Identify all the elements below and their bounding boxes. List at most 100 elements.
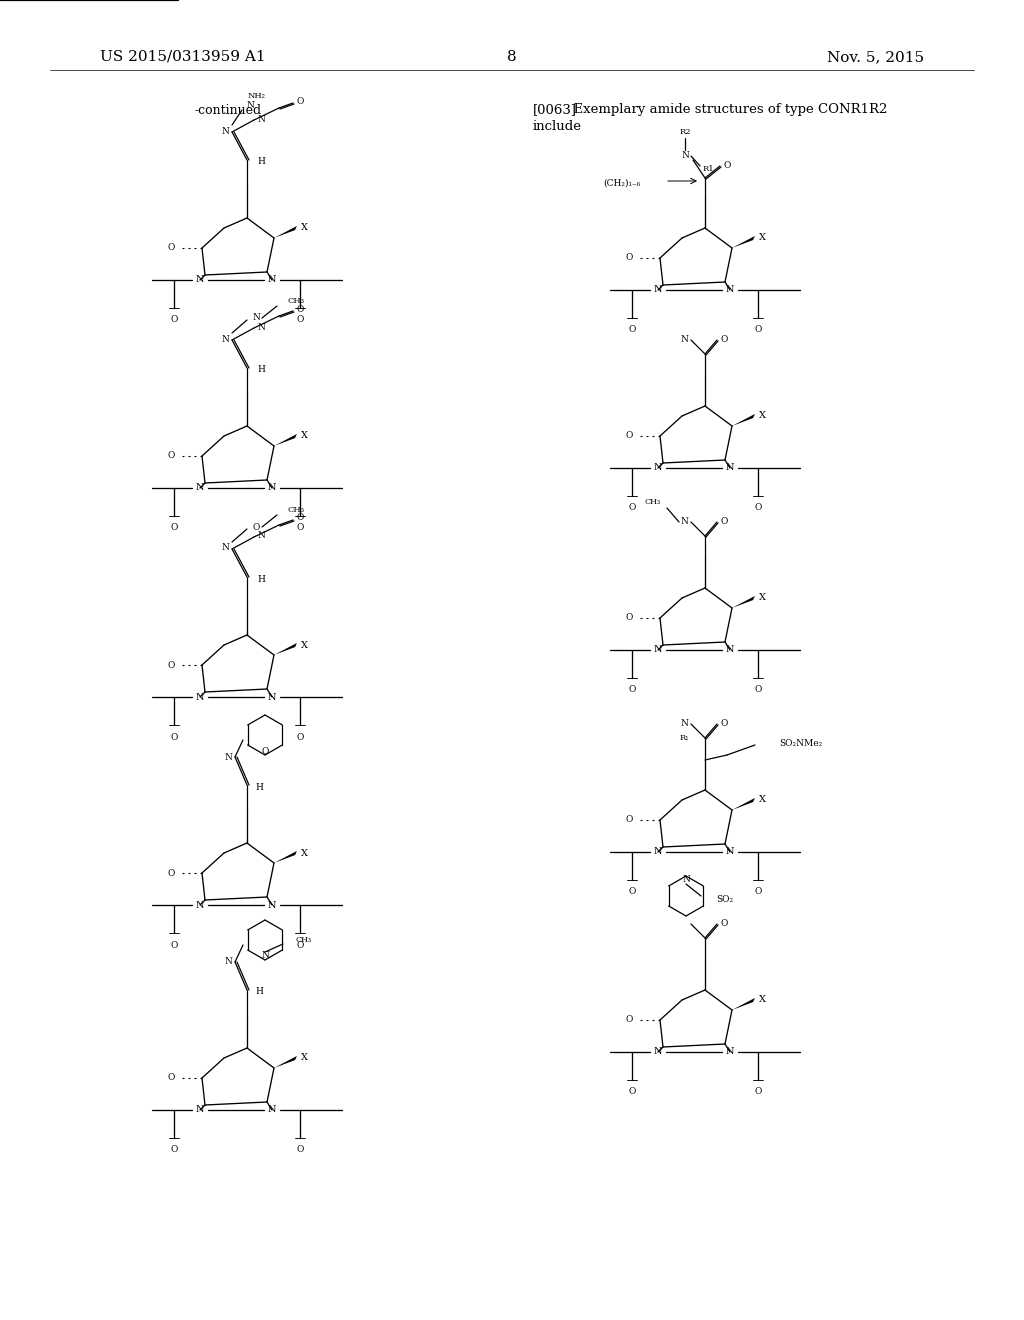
Text: N: N <box>726 645 734 655</box>
Text: N: N <box>267 900 276 909</box>
Text: N: N <box>682 875 690 884</box>
Text: [0063]: [0063] <box>534 103 577 116</box>
Text: N: N <box>726 463 734 473</box>
Text: N: N <box>196 1106 204 1114</box>
Text: 8: 8 <box>507 50 517 63</box>
Text: O: O <box>167 869 175 878</box>
Text: N: N <box>196 483 204 492</box>
Text: N: N <box>653 285 663 294</box>
Text: O: O <box>755 1088 762 1097</box>
Text: R₁: R₁ <box>679 734 689 742</box>
Text: X: X <box>759 995 766 1005</box>
Text: R2: R2 <box>679 128 691 136</box>
Text: N: N <box>224 957 232 966</box>
Text: N: N <box>257 532 265 540</box>
Text: N: N <box>252 314 260 322</box>
Polygon shape <box>274 643 297 655</box>
Polygon shape <box>274 851 297 863</box>
Text: N: N <box>726 1048 734 1056</box>
Text: US 2015/0313959 A1: US 2015/0313959 A1 <box>100 50 265 63</box>
Polygon shape <box>732 799 755 810</box>
Text: N: N <box>196 693 204 701</box>
Text: N: N <box>653 645 663 655</box>
Text: O: O <box>167 1073 175 1082</box>
Polygon shape <box>274 1056 297 1068</box>
Text: X: X <box>300 640 307 649</box>
Text: SO₂NMe₂: SO₂NMe₂ <box>779 738 822 747</box>
Text: O: O <box>755 685 762 694</box>
Text: H: H <box>255 783 263 792</box>
Text: O: O <box>296 315 304 325</box>
Text: X: X <box>759 796 766 804</box>
Text: CH₃: CH₃ <box>287 297 304 305</box>
Text: SO₂: SO₂ <box>716 895 733 904</box>
Text: O: O <box>167 243 175 252</box>
Text: N: N <box>681 152 689 161</box>
Text: X: X <box>759 594 766 602</box>
Text: N: N <box>653 1048 663 1056</box>
Text: N: N <box>221 127 229 136</box>
Text: Exemplary amide structures of type CONR1R2: Exemplary amide structures of type CONR1… <box>565 103 888 116</box>
Text: N: N <box>267 276 276 285</box>
Text: O: O <box>626 816 633 825</box>
Text: N: N <box>680 719 688 729</box>
Text: O: O <box>626 614 633 623</box>
Text: O: O <box>261 747 268 755</box>
Text: X: X <box>300 432 307 441</box>
Text: O: O <box>296 940 304 949</box>
Text: H: H <box>255 987 263 997</box>
Text: X: X <box>759 234 766 243</box>
Polygon shape <box>732 595 755 609</box>
Text: O: O <box>296 1146 304 1155</box>
Text: N: N <box>221 334 229 343</box>
Text: N: N <box>726 285 734 294</box>
Text: N: N <box>257 322 265 331</box>
Text: Nov. 5, 2015: Nov. 5, 2015 <box>826 50 924 63</box>
Text: O: O <box>296 733 304 742</box>
Text: O: O <box>723 161 731 170</box>
Text: N: N <box>261 952 269 961</box>
Text: O: O <box>720 719 728 729</box>
Polygon shape <box>274 434 297 446</box>
Text: X: X <box>300 223 307 232</box>
Text: N: N <box>267 693 276 701</box>
Text: N: N <box>653 847 663 857</box>
Text: O: O <box>170 315 178 325</box>
Text: O: O <box>629 1088 636 1097</box>
Text: O: O <box>167 451 175 461</box>
Text: O: O <box>720 335 728 345</box>
Text: H: H <box>257 157 265 166</box>
Text: (CH₂)₁₋₆: (CH₂)₁₋₆ <box>603 178 640 187</box>
Text: O: O <box>170 733 178 742</box>
Text: O: O <box>720 920 728 928</box>
Polygon shape <box>732 998 755 1010</box>
Text: H: H <box>257 574 265 583</box>
Text: CH₃: CH₃ <box>295 936 311 944</box>
Text: N: N <box>246 102 254 111</box>
Text: O: O <box>755 326 762 334</box>
Text: O: O <box>629 326 636 334</box>
Text: N: N <box>221 544 229 553</box>
Text: O: O <box>629 503 636 512</box>
Polygon shape <box>732 414 755 426</box>
Text: O: O <box>167 660 175 669</box>
Text: CH₃: CH₃ <box>287 506 304 513</box>
Text: R1: R1 <box>702 165 714 173</box>
Text: O: O <box>296 524 304 532</box>
Text: O: O <box>629 887 636 896</box>
Text: O: O <box>252 523 260 532</box>
Text: NH₂: NH₂ <box>248 92 266 100</box>
Text: O: O <box>720 517 728 527</box>
Text: O: O <box>755 887 762 896</box>
Text: H: H <box>257 366 265 375</box>
Text: O: O <box>296 305 304 314</box>
Text: O: O <box>755 503 762 512</box>
Text: O: O <box>170 940 178 949</box>
Text: O: O <box>626 253 633 263</box>
Text: O: O <box>296 96 304 106</box>
Text: N: N <box>267 1106 276 1114</box>
Text: N: N <box>257 115 265 124</box>
Text: O: O <box>626 432 633 441</box>
Text: N: N <box>267 483 276 492</box>
Text: N: N <box>224 752 232 762</box>
